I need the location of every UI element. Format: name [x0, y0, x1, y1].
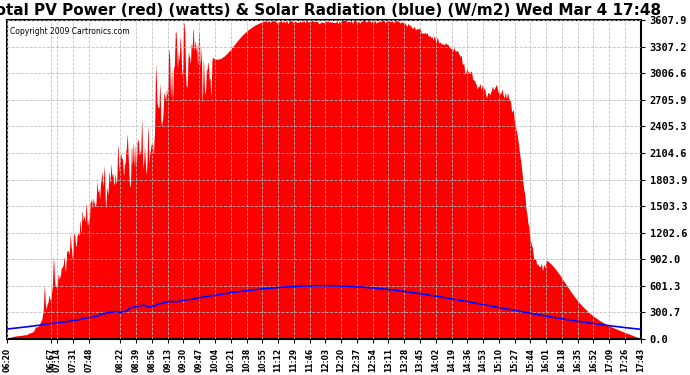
Title: Total PV Power (red) (watts) & Solar Radiation (blue) (W/m2) Wed Mar 4 17:48: Total PV Power (red) (watts) & Solar Rad…	[0, 3, 661, 18]
Text: Copyright 2009 Cartronics.com: Copyright 2009 Cartronics.com	[10, 27, 130, 36]
